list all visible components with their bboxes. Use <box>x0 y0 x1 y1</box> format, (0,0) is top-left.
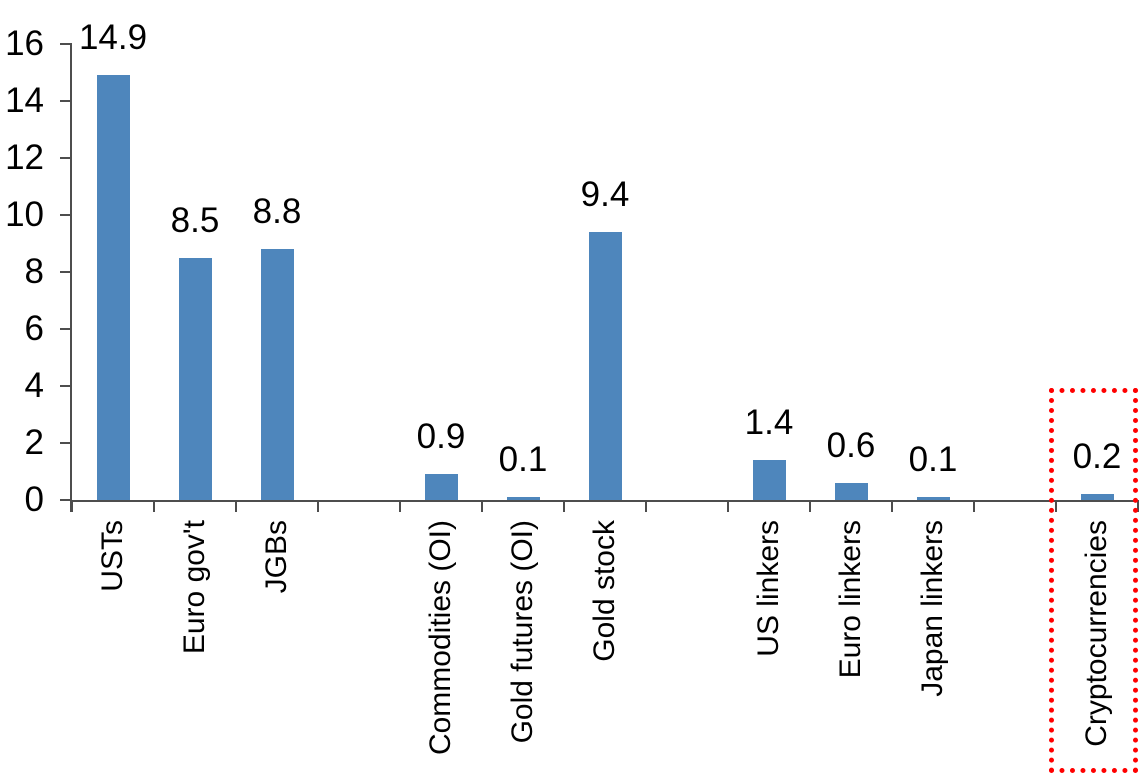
y-axis-tick <box>60 499 72 501</box>
y-tick-label: 0 <box>24 480 44 519</box>
x-axis-tick <box>891 500 893 512</box>
bar-value-label: 0.2 <box>1072 437 1122 476</box>
category-label: USTs <box>96 520 129 592</box>
y-axis-tick <box>60 328 72 330</box>
y-tick-label: 6 <box>24 309 44 348</box>
y-tick-label: 12 <box>5 138 44 177</box>
x-axis-tick <box>481 500 483 512</box>
y-tick-label: 2 <box>24 423 44 462</box>
bar <box>97 75 130 500</box>
y-axis-tick <box>60 385 72 387</box>
y-axis-tick <box>60 100 72 102</box>
category-label: Euro gov't <box>178 520 211 655</box>
bar <box>1081 494 1114 500</box>
x-axis-tick <box>1055 500 1057 512</box>
y-axis-tick <box>60 214 72 216</box>
bar <box>835 483 868 500</box>
category-label: Commodities (OI) <box>424 520 457 756</box>
category-label: Euro linkers <box>834 520 867 679</box>
category-label: Gold futures (OI) <box>506 520 539 744</box>
x-axis-tick <box>1137 500 1139 512</box>
bar-value-label: 8.8 <box>252 192 302 231</box>
category-label: Gold stock <box>588 520 621 662</box>
bar-value-label: 8.5 <box>170 201 220 240</box>
y-axis-tick <box>60 442 72 444</box>
x-axis-tick <box>153 500 155 512</box>
y-axis-tick <box>60 43 72 45</box>
x-axis-tick <box>317 500 319 512</box>
x-axis-tick <box>645 500 647 512</box>
bar-value-label: 0.9 <box>416 417 466 456</box>
category-label: Japan linkers <box>916 520 949 697</box>
y-tick-label: 8 <box>24 252 44 291</box>
x-axis-tick <box>809 500 811 512</box>
bar <box>261 249 294 500</box>
x-axis-tick <box>563 500 565 512</box>
x-axis-tick <box>235 500 237 512</box>
y-axis-line <box>70 44 72 512</box>
y-tick-label: 10 <box>5 195 44 234</box>
bar-value-label: 14.9 <box>78 18 148 57</box>
x-axis-line <box>70 500 1138 502</box>
bar-value-label: 0.6 <box>826 426 876 465</box>
bar <box>507 497 540 500</box>
y-axis-tick <box>60 157 72 159</box>
category-label: US linkers <box>752 520 785 657</box>
x-axis-tick <box>973 500 975 512</box>
x-axis-tick <box>71 500 73 512</box>
category-label: JGBs <box>260 520 293 594</box>
y-tick-label: 14 <box>5 81 44 120</box>
highlight-box <box>1049 388 1138 773</box>
y-axis-tick <box>60 271 72 273</box>
bar <box>179 258 212 500</box>
bar <box>425 474 458 500</box>
bar-value-label: 0.1 <box>498 440 548 479</box>
bar <box>917 497 950 500</box>
bar-value-label: 1.4 <box>744 403 794 442</box>
y-tick-label: 4 <box>24 366 44 405</box>
x-axis-tick <box>399 500 401 512</box>
bar-value-label: 0.1 <box>908 440 958 479</box>
bar <box>589 232 622 500</box>
bar-value-label: 9.4 <box>580 175 630 214</box>
x-axis-tick <box>727 500 729 512</box>
bar <box>753 460 786 500</box>
y-tick-label: 16 <box>5 24 44 63</box>
